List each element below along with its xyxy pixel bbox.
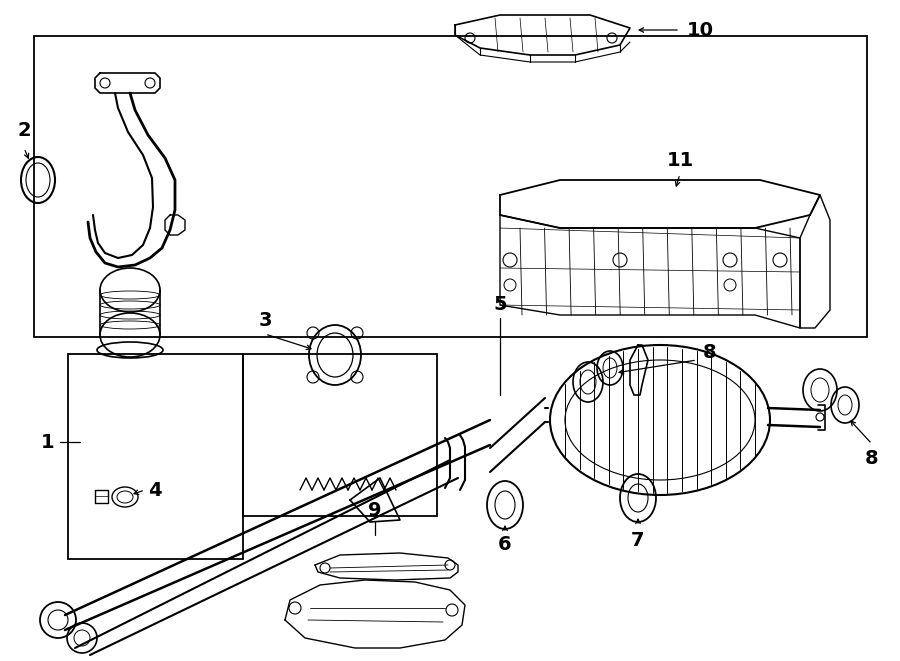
Bar	[34, 36, 867, 337]
Text: 6: 6	[499, 535, 512, 555]
Text: 8: 8	[865, 449, 878, 467]
Text: 8: 8	[703, 342, 716, 362]
Text: 9: 9	[368, 500, 382, 520]
Text: 7: 7	[631, 531, 644, 549]
Bar	[68, 354, 243, 559]
Bar	[243, 354, 436, 516]
Text: 1: 1	[41, 432, 55, 451]
Text: 11: 11	[666, 151, 694, 169]
Text: 3: 3	[258, 311, 272, 329]
Text: 10: 10	[687, 20, 714, 40]
Text: 5: 5	[493, 295, 507, 315]
Text: 2: 2	[17, 120, 31, 139]
Text: 4: 4	[148, 481, 162, 500]
